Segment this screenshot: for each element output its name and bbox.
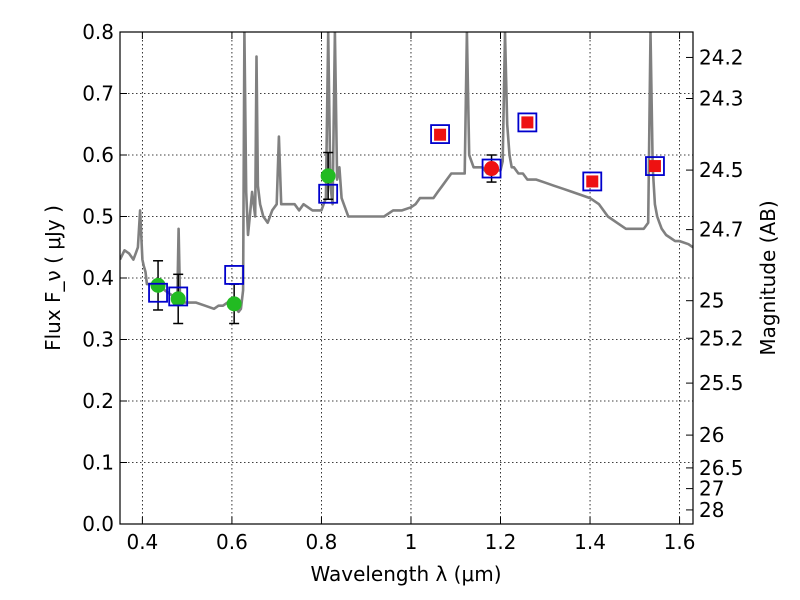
mag-tick-label: 25 <box>699 289 724 313</box>
tick-labels: 0.4 0.6 0.8 1 1.2 1.4 1.6 0.0 0.1 0.2 0.3 0.4 0.5 0.6… <box>82 20 743 554</box>
y-tick-label: 0.1 <box>82 451 114 475</box>
model-spectrum-line <box>120 32 693 314</box>
mag-tick-label: 25.5 <box>699 371 744 395</box>
model-point <box>434 128 447 141</box>
y-tick-label: 0.3 <box>82 328 114 352</box>
mag-tick-label: 26.5 <box>699 456 744 480</box>
y2-axis-title: Magnitude (AB) <box>756 200 780 355</box>
model-point <box>521 116 534 129</box>
y-tick-label: 0.8 <box>82 20 114 44</box>
mag-tick-label: 24.7 <box>699 218 744 242</box>
y-tick-label: 0.7 <box>82 82 114 106</box>
x-tick-label: 1 <box>405 530 418 554</box>
mag-tick-label: 27 <box>699 477 724 501</box>
x-tick-label: 1.4 <box>574 530 606 554</box>
model-point <box>586 175 599 188</box>
ticks <box>120 31 693 525</box>
x-tick-label: 0.4 <box>126 530 158 554</box>
model-box <box>481 158 502 179</box>
x-tick-label: 1.6 <box>664 530 696 554</box>
y-tick-label: 0.4 <box>82 266 114 290</box>
mag-tick-label: 24.5 <box>699 158 744 182</box>
y-tick-label: 0.5 <box>82 205 114 229</box>
y-axis-title: Flux F_ν ( μJy ) <box>41 205 65 351</box>
model-box <box>318 183 339 204</box>
y-tick-label: 0.6 <box>82 143 114 167</box>
data-point <box>150 277 166 293</box>
data-point <box>320 168 336 184</box>
mag-tick-label: 24.3 <box>699 86 744 110</box>
x-tick-label: 0.6 <box>216 530 248 554</box>
mag-tick-label: 24.2 <box>699 45 744 69</box>
data-layer <box>120 32 693 325</box>
model-box <box>224 265 245 285</box>
data-point <box>226 296 242 312</box>
model-box <box>645 156 665 176</box>
mag-tick-label: 25.2 <box>699 326 744 350</box>
x-tick-label: 1.2 <box>485 530 517 554</box>
model-box <box>148 282 168 303</box>
mag-tick-label: 28 <box>699 498 724 522</box>
x-tick-label: 0.8 <box>306 530 338 554</box>
y-tick-label: 0.0 <box>82 512 114 536</box>
y-tick-label: 0.2 <box>82 389 114 413</box>
data-point <box>484 161 500 177</box>
mag-tick-label: 26 <box>699 423 724 447</box>
model-box <box>168 286 189 307</box>
data-point <box>170 291 186 307</box>
model-box <box>517 112 538 133</box>
model-box <box>582 171 603 192</box>
data-group <box>120 32 693 325</box>
x-axis-title: Wavelength λ (μm) <box>310 562 501 586</box>
model-box <box>430 124 450 144</box>
plot-background <box>120 32 693 524</box>
model-point <box>648 160 661 173</box>
